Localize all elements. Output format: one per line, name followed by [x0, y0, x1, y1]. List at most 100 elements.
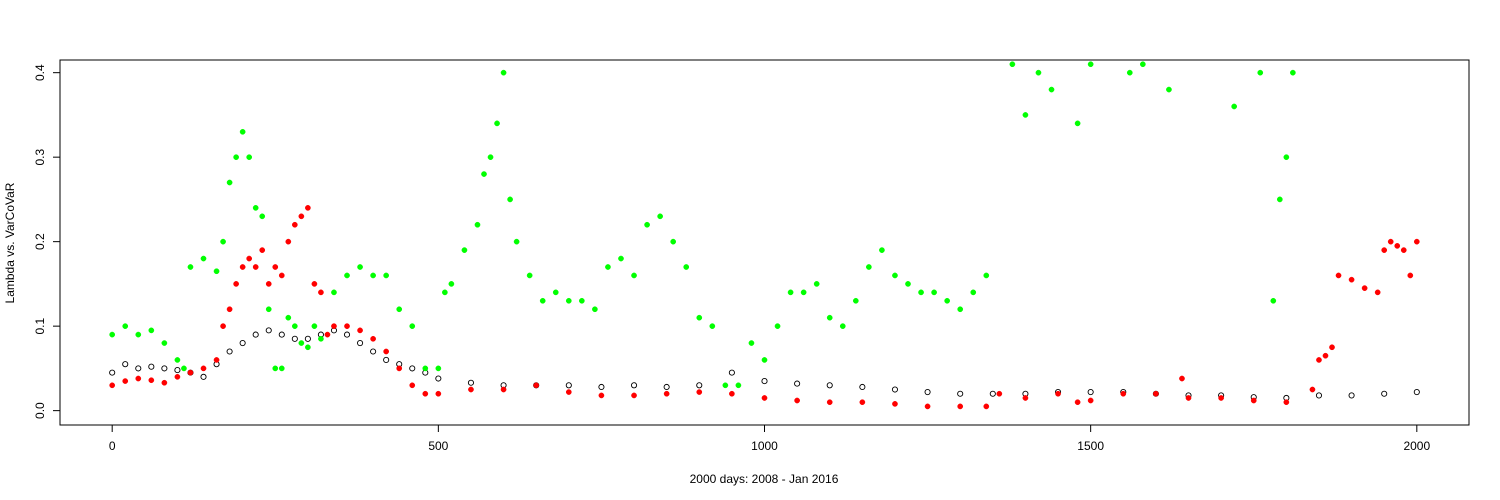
data-point: [135, 375, 142, 382]
data-point: [383, 272, 390, 279]
data-point: [1250, 397, 1257, 404]
data-point: [1009, 61, 1016, 68]
data-point: [1074, 399, 1081, 406]
x-tick-label: 1000: [751, 439, 778, 453]
data-point: [983, 272, 990, 279]
data-point: [233, 281, 239, 287]
data-point: [409, 382, 416, 389]
data-point: [278, 272, 285, 279]
data-point: [552, 289, 559, 296]
data-point: [1361, 285, 1368, 291]
data-point: [174, 367, 181, 374]
data-point: [774, 323, 781, 329]
data-point: [259, 247, 266, 253]
data-point: [565, 297, 572, 304]
data-point: [409, 323, 416, 329]
data-point: [1022, 112, 1029, 118]
data-point: [1283, 399, 1290, 406]
data-point: [1348, 392, 1355, 399]
data-point: [944, 297, 950, 304]
data-point: [474, 221, 481, 228]
data-point: [305, 344, 311, 351]
data-point: [1087, 388, 1094, 396]
x-tick-label: 0: [109, 439, 116, 453]
data-point: [696, 382, 703, 389]
data-point: [331, 323, 337, 329]
data-point: [1074, 120, 1081, 127]
data-point: [239, 339, 246, 347]
data-point: [357, 327, 363, 334]
data-point: [592, 306, 598, 313]
data-point: [598, 383, 605, 391]
data-point: [226, 306, 233, 313]
data-point: [357, 264, 363, 270]
data-point: [826, 399, 833, 406]
data-point: [866, 264, 872, 270]
data-point: [1309, 386, 1316, 393]
x-axis-label: 2000 days: 2008 - Jan 2016: [690, 472, 839, 486]
y-tick-label: 0.0: [33, 402, 47, 419]
data-point: [461, 247, 468, 253]
data-point: [239, 264, 246, 270]
data-point: [1381, 247, 1388, 253]
data-point: [148, 377, 155, 384]
data-point: [265, 306, 272, 313]
data-point: [1120, 390, 1127, 397]
y-axis-label: Lambda vs. VarCoVaR: [3, 182, 17, 303]
data-point: [1022, 395, 1029, 401]
data-point: [748, 340, 755, 346]
data-point: [122, 323, 129, 329]
data-point: [148, 327, 155, 334]
data-point: [996, 390, 1003, 397]
data-point: [481, 171, 487, 177]
data-point: [220, 238, 226, 245]
data-point: [657, 213, 663, 220]
data-point: [1290, 69, 1296, 76]
data-point: [200, 365, 207, 372]
data-point: [826, 382, 833, 389]
data-point: [533, 382, 540, 389]
data-point: [924, 388, 931, 396]
data-point: [1087, 61, 1094, 68]
data-point: [1185, 395, 1192, 401]
data-point: [435, 365, 442, 372]
data-point: [135, 365, 142, 372]
data-point: [435, 375, 442, 382]
x-tick-label: 500: [428, 439, 448, 453]
data-point: [735, 382, 742, 389]
data-point: [220, 323, 226, 329]
data-point: [1035, 69, 1042, 76]
data-point: [728, 369, 735, 376]
data-point: [892, 401, 898, 407]
data-point: [213, 357, 220, 363]
data-point: [252, 331, 259, 338]
data-point: [1400, 247, 1407, 253]
data-point: [696, 314, 703, 321]
data-point: [278, 365, 285, 372]
data-point: [383, 348, 390, 355]
data-point: [468, 386, 474, 393]
data-point: [565, 382, 572, 389]
data-point: [246, 154, 253, 161]
data-point: [1322, 352, 1329, 359]
data-point: [122, 361, 129, 368]
series-0: [109, 327, 1420, 402]
data-point: [1413, 388, 1420, 396]
data-point: [1055, 390, 1061, 397]
data-point: [187, 264, 194, 270]
data-point: [957, 403, 964, 410]
data-point: [852, 297, 859, 304]
data-point: [957, 390, 964, 397]
data-point: [318, 289, 324, 296]
data-point: [324, 331, 331, 338]
data-point: [663, 390, 670, 397]
data-point: [383, 356, 390, 363]
data-point: [396, 365, 403, 372]
data-point: [794, 380, 801, 387]
data-point: [239, 128, 246, 135]
data-point: [1315, 392, 1323, 399]
data-point: [226, 179, 233, 186]
data-point: [265, 281, 272, 287]
data-point: [311, 323, 318, 329]
